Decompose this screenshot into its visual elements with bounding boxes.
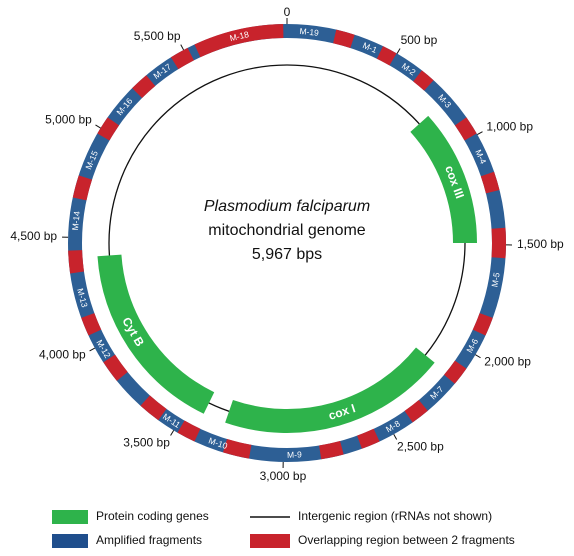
legend-label: Intergenic region (rRNAs not shown)	[298, 509, 492, 523]
position-label: 2,500 bp	[397, 439, 444, 453]
overlap-region	[333, 29, 355, 49]
overlap-region	[97, 117, 120, 141]
overlap-region	[480, 171, 500, 194]
position-label: 2,000 bp	[484, 355, 531, 369]
fragment-label: M-19	[299, 26, 320, 38]
gene-arc	[410, 115, 477, 244]
position-tick	[477, 131, 483, 136]
overlap-region	[132, 75, 156, 99]
position-label: 5,000 bp	[45, 112, 92, 126]
overlap-region	[454, 117, 477, 141]
position-label: 3,500 bp	[123, 435, 170, 449]
overlap-region	[140, 395, 167, 421]
position-label: 5,500 bp	[134, 29, 181, 43]
position-label: 3,000 bp	[260, 469, 307, 483]
legend-label: Amplified fragments	[96, 533, 202, 547]
gene-arc	[225, 347, 435, 433]
legend-swatch-overlap	[250, 534, 290, 548]
legend-label: Protein coding genes	[96, 509, 209, 523]
legend: Protein coding genes Intergenic region (…	[52, 509, 515, 548]
overlap-region	[177, 420, 201, 442]
overlap-region	[376, 46, 397, 66]
overlap-region	[404, 400, 428, 423]
position-tick	[95, 124, 101, 129]
overlap-region	[222, 439, 252, 459]
position-tick	[180, 44, 185, 51]
position-tick	[89, 347, 96, 352]
fragment-label: M-14	[70, 210, 82, 231]
genome-size: 5,967 bps	[252, 246, 322, 263]
overlap-region	[319, 440, 344, 460]
fragment-label: M-18	[229, 29, 250, 43]
fragment-label: M-13	[75, 287, 90, 309]
position-label: 4,500 bp	[10, 229, 57, 243]
overlap-region	[444, 360, 467, 384]
position-label: 4,000 bp	[39, 347, 86, 361]
fragment-label: M-9	[287, 449, 302, 460]
genome-description: mitochondrial genome	[208, 222, 366, 239]
position-tick	[396, 48, 401, 54]
position-tick	[393, 433, 398, 440]
overlap-region	[72, 175, 93, 201]
overlap-region	[472, 313, 493, 336]
fragment-label: M-5	[489, 271, 501, 287]
legend-swatch-gene	[52, 510, 88, 524]
legend-label: Overlapping region between 2 fragments	[298, 533, 515, 547]
position-label: 1,000 bp	[486, 119, 533, 133]
overlap-region	[357, 428, 380, 449]
position-label: 500 bp	[401, 33, 438, 47]
overlap-region	[491, 227, 506, 259]
overlap-region	[81, 313, 102, 336]
legend-swatch-fragment	[52, 534, 88, 548]
overlap-region	[170, 47, 194, 70]
organism-name: Plasmodium falciparum	[204, 198, 370, 215]
overlap-region	[68, 250, 85, 274]
position-tick	[170, 430, 175, 436]
overlap-region	[413, 70, 434, 91]
position-tick	[475, 354, 481, 359]
position-label: 1,500 bp	[517, 237, 564, 251]
overlap-region	[103, 354, 128, 381]
overlap-region	[194, 24, 284, 58]
position-label: 0	[284, 5, 291, 19]
gene-arc	[97, 254, 215, 414]
